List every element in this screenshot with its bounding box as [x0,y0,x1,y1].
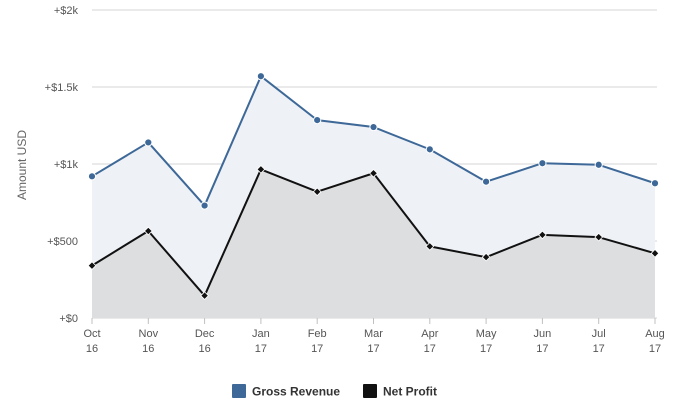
x-tick-label-month: Oct [83,328,100,340]
y-tick-label: +$2k [54,5,79,17]
legend-label: Net Profit [383,385,437,399]
gross-revenue-point[interactable] [313,116,322,125]
x-tick-label-year: 17 [311,343,323,355]
net-profit-point[interactable] [200,291,209,301]
y-axis: +$0 +$500 +$1k +$1.5k +$2k [45,5,79,325]
x-tick-label-month: Feb [308,328,327,340]
x-tick-label-year: 16 [142,343,154,355]
gross-revenue-point[interactable] [482,177,491,186]
x-tick-label-year: 16 [198,343,210,355]
net-profit-point[interactable] [650,248,660,258]
x-tick-label-month: Jul [592,328,606,340]
x-tick-label-year: 17 [649,343,661,355]
legend-item-net-profit[interactable]: Net Profit [363,384,437,399]
y-tick-label: +$1k [54,159,79,171]
gross-revenue-point[interactable] [425,145,434,154]
gross-revenue-point[interactable] [369,122,378,132]
net-profit-area [92,169,655,318]
gross-revenue-point[interactable] [538,159,547,168]
x-tick-label-year: 16 [86,343,98,355]
net-profit-point[interactable] [425,242,435,251]
net-profit-point[interactable] [594,232,604,242]
data-markers [87,72,660,301]
x-tick-label-year: 17 [593,343,605,355]
y-tick-label: +$500 [47,236,78,248]
net-profit-point[interactable] [538,230,547,240]
net-profit-point[interactable] [143,226,153,236]
x-tick-label-month: Mar [364,328,383,340]
x-tick-label-month: Nov [139,328,159,340]
y-tick-label: +$0 [59,313,78,325]
x-tick-label-month: Dec [195,328,215,340]
y-tick-label: +$1.5k [45,82,79,94]
net-profit-point[interactable] [312,187,322,197]
gross-revenue-point[interactable] [650,179,660,188]
gross-revenue-point[interactable] [200,201,209,210]
legend-item-gross-revenue[interactable]: Gross Revenue [232,384,340,399]
y-axis-title: Amount USD [15,130,29,200]
net-profit-point[interactable] [87,261,97,271]
gross-revenue-point[interactable] [594,160,603,169]
x-tick-label-year: 17 [367,343,379,355]
net-profit-point[interactable] [369,168,378,178]
legend-swatch [363,384,377,398]
x-tick-label-year: 17 [536,343,548,355]
x-tick-label-month: Apr [421,328,438,340]
net-profit-point[interactable] [481,252,491,262]
gross-revenue-point[interactable] [144,138,153,147]
x-tick-label-month: May [476,328,497,340]
x-tick-label-year: 17 [480,343,492,355]
x-tick-label-month: Aug [645,328,665,340]
series-areas [92,76,655,318]
net-profit-point[interactable] [256,165,266,174]
x-tick-label-year: 17 [424,343,436,355]
legend-swatch [232,384,246,398]
x-axis: Oct 16 Nov 16 Dec 16 Jan 17 Feb 17 Mar 17 Apr 17 May 17… [83,318,665,355]
x-tick-label-month: Jun [534,328,552,340]
gross-revenue-point[interactable] [256,72,265,81]
gross-revenue-point[interactable] [87,172,97,181]
legend[interactable]: Gross Revenue Net Profit [232,384,437,399]
legend-label: Gross Revenue [252,385,340,399]
x-tick-label-month: Jan [252,328,270,340]
x-tick-label-year: 17 [255,343,267,355]
